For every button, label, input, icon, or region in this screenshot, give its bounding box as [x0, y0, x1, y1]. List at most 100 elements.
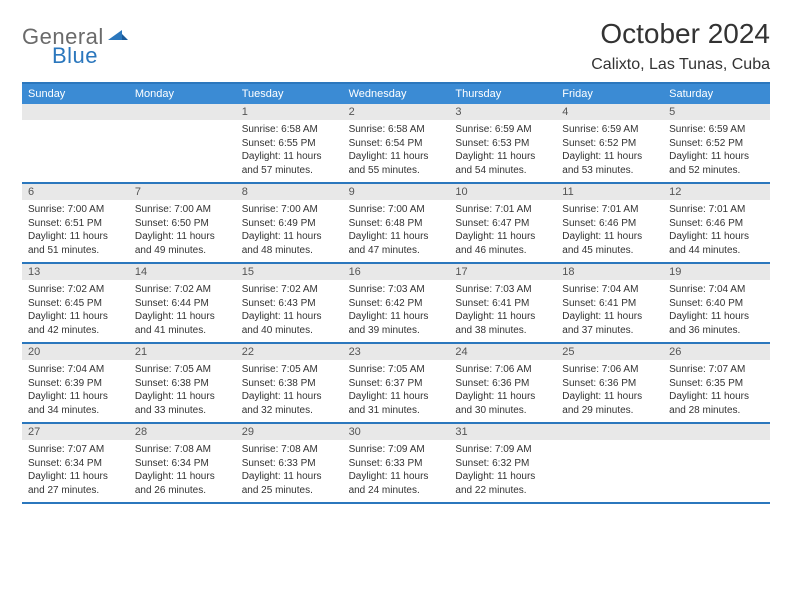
- calendar-cell: 4Sunrise: 6:59 AMSunset: 6:52 PMDaylight…: [556, 104, 663, 182]
- sunset: Sunset: 6:52 PM: [562, 137, 657, 151]
- cell-body: Sunrise: 7:02 AMSunset: 6:44 PMDaylight:…: [129, 280, 236, 341]
- calendar-cell: 20Sunrise: 7:04 AMSunset: 6:39 PMDayligh…: [22, 344, 129, 422]
- daylight: Daylight: 11 hours and 49 minutes.: [135, 230, 230, 257]
- sunrise: Sunrise: 6:59 AM: [455, 123, 550, 137]
- daylight: Daylight: 11 hours and 26 minutes.: [135, 470, 230, 497]
- daylight: Daylight: 11 hours and 36 minutes.: [669, 310, 764, 337]
- sunrise: Sunrise: 6:58 AM: [242, 123, 337, 137]
- daylight: Daylight: 11 hours and 37 minutes.: [562, 310, 657, 337]
- day-number: 2: [343, 104, 450, 120]
- sunrise: Sunrise: 7:00 AM: [28, 203, 123, 217]
- week-row: 6Sunrise: 7:00 AMSunset: 6:51 PMDaylight…: [22, 184, 770, 264]
- cell-body: Sunrise: 7:09 AMSunset: 6:33 PMDaylight:…: [343, 440, 450, 501]
- day-number: 8: [236, 184, 343, 200]
- day-header-tue: Tuesday: [236, 84, 343, 104]
- day-number: [129, 104, 236, 120]
- sunrise: Sunrise: 7:00 AM: [349, 203, 444, 217]
- sunset: Sunset: 6:51 PM: [28, 217, 123, 231]
- calendar-cell: 26Sunrise: 7:07 AMSunset: 6:35 PMDayligh…: [663, 344, 770, 422]
- cell-body: Sunrise: 7:08 AMSunset: 6:33 PMDaylight:…: [236, 440, 343, 501]
- sunset: Sunset: 6:46 PM: [562, 217, 657, 231]
- day-number: 18: [556, 264, 663, 280]
- header: General October 2024 Calixto, Las Tunas,…: [22, 18, 770, 74]
- sunrise: Sunrise: 7:03 AM: [455, 283, 550, 297]
- daylight: Daylight: 11 hours and 41 minutes.: [135, 310, 230, 337]
- calendar-cell: 17Sunrise: 7:03 AMSunset: 6:41 PMDayligh…: [449, 264, 556, 342]
- sunrise: Sunrise: 7:07 AM: [28, 443, 123, 457]
- sunrise: Sunrise: 7:01 AM: [455, 203, 550, 217]
- day-header-wed: Wednesday: [343, 84, 450, 104]
- day-number: 14: [129, 264, 236, 280]
- cell-body: Sunrise: 6:59 AMSunset: 6:52 PMDaylight:…: [556, 120, 663, 181]
- day-number: 26: [663, 344, 770, 360]
- calendar-cell: 30Sunrise: 7:09 AMSunset: 6:33 PMDayligh…: [343, 424, 450, 502]
- cell-body: Sunrise: 7:04 AMSunset: 6:41 PMDaylight:…: [556, 280, 663, 341]
- cell-body: Sunrise: 7:06 AMSunset: 6:36 PMDaylight:…: [556, 360, 663, 421]
- sunset: Sunset: 6:41 PM: [455, 297, 550, 311]
- day-number: 31: [449, 424, 556, 440]
- sunrise: Sunrise: 7:09 AM: [455, 443, 550, 457]
- weeks-container: 1Sunrise: 6:58 AMSunset: 6:55 PMDaylight…: [22, 104, 770, 504]
- week-row: 13Sunrise: 7:02 AMSunset: 6:45 PMDayligh…: [22, 264, 770, 344]
- calendar-cell: 1Sunrise: 6:58 AMSunset: 6:55 PMDaylight…: [236, 104, 343, 182]
- location: Calixto, Las Tunas, Cuba: [591, 56, 770, 74]
- sunrise: Sunrise: 7:00 AM: [135, 203, 230, 217]
- calendar-cell: 31Sunrise: 7:09 AMSunset: 6:32 PMDayligh…: [449, 424, 556, 502]
- sunset: Sunset: 6:43 PM: [242, 297, 337, 311]
- calendar-cell: 22Sunrise: 7:05 AMSunset: 6:38 PMDayligh…: [236, 344, 343, 422]
- calendar-cell: 23Sunrise: 7:05 AMSunset: 6:37 PMDayligh…: [343, 344, 450, 422]
- cell-body: Sunrise: 7:02 AMSunset: 6:45 PMDaylight:…: [22, 280, 129, 341]
- cell-body: Sunrise: 6:58 AMSunset: 6:55 PMDaylight:…: [236, 120, 343, 181]
- sunrise: Sunrise: 7:03 AM: [349, 283, 444, 297]
- cell-body: Sunrise: 7:07 AMSunset: 6:35 PMDaylight:…: [663, 360, 770, 421]
- day-number: 30: [343, 424, 450, 440]
- cell-body: Sunrise: 7:07 AMSunset: 6:34 PMDaylight:…: [22, 440, 129, 501]
- day-number: 12: [663, 184, 770, 200]
- sunset: Sunset: 6:47 PM: [455, 217, 550, 231]
- sunset: Sunset: 6:38 PM: [242, 377, 337, 391]
- sunset: Sunset: 6:45 PM: [28, 297, 123, 311]
- calendar-cell: 27Sunrise: 7:07 AMSunset: 6:34 PMDayligh…: [22, 424, 129, 502]
- day-header-sat: Saturday: [663, 84, 770, 104]
- day-number: 6: [22, 184, 129, 200]
- day-number: 10: [449, 184, 556, 200]
- calendar-cell: 15Sunrise: 7:02 AMSunset: 6:43 PMDayligh…: [236, 264, 343, 342]
- calendar-cell: 28Sunrise: 7:08 AMSunset: 6:34 PMDayligh…: [129, 424, 236, 502]
- daylight: Daylight: 11 hours and 31 minutes.: [349, 390, 444, 417]
- daylight: Daylight: 11 hours and 33 minutes.: [135, 390, 230, 417]
- day-number: [22, 104, 129, 120]
- calendar-cell: 10Sunrise: 7:01 AMSunset: 6:47 PMDayligh…: [449, 184, 556, 262]
- cell-body: Sunrise: 6:59 AMSunset: 6:52 PMDaylight:…: [663, 120, 770, 181]
- cell-body: [556, 440, 663, 447]
- sunrise: Sunrise: 7:04 AM: [669, 283, 764, 297]
- calendar-cell: 9Sunrise: 7:00 AMSunset: 6:48 PMDaylight…: [343, 184, 450, 262]
- sunrise: Sunrise: 7:09 AM: [349, 443, 444, 457]
- cell-body: Sunrise: 7:00 AMSunset: 6:48 PMDaylight:…: [343, 200, 450, 261]
- cell-body: Sunrise: 7:03 AMSunset: 6:42 PMDaylight:…: [343, 280, 450, 341]
- day-number: 1: [236, 104, 343, 120]
- logo-text-blue-wrap: Blue: [52, 43, 98, 69]
- day-header-thu: Thursday: [449, 84, 556, 104]
- daylight: Daylight: 11 hours and 53 minutes.: [562, 150, 657, 177]
- sunset: Sunset: 6:50 PM: [135, 217, 230, 231]
- cell-body: Sunrise: 7:09 AMSunset: 6:32 PMDaylight:…: [449, 440, 556, 501]
- cell-body: Sunrise: 7:04 AMSunset: 6:40 PMDaylight:…: [663, 280, 770, 341]
- sunrise: Sunrise: 6:59 AM: [669, 123, 764, 137]
- calendar-cell: 11Sunrise: 7:01 AMSunset: 6:46 PMDayligh…: [556, 184, 663, 262]
- sunrise: Sunrise: 7:06 AM: [562, 363, 657, 377]
- week-row: 1Sunrise: 6:58 AMSunset: 6:55 PMDaylight…: [22, 104, 770, 184]
- sunset: Sunset: 6:41 PM: [562, 297, 657, 311]
- day-header-mon: Monday: [129, 84, 236, 104]
- sunrise: Sunrise: 6:59 AM: [562, 123, 657, 137]
- daylight: Daylight: 11 hours and 22 minutes.: [455, 470, 550, 497]
- sunset: Sunset: 6:32 PM: [455, 457, 550, 471]
- sunset: Sunset: 6:44 PM: [135, 297, 230, 311]
- sunrise: Sunrise: 7:05 AM: [349, 363, 444, 377]
- day-number: 3: [449, 104, 556, 120]
- sunrise: Sunrise: 7:02 AM: [135, 283, 230, 297]
- day-number: 25: [556, 344, 663, 360]
- calendar-cell: 3Sunrise: 6:59 AMSunset: 6:53 PMDaylight…: [449, 104, 556, 182]
- sunset: Sunset: 6:34 PM: [135, 457, 230, 471]
- sunset: Sunset: 6:46 PM: [669, 217, 764, 231]
- cell-body: Sunrise: 7:01 AMSunset: 6:47 PMDaylight:…: [449, 200, 556, 261]
